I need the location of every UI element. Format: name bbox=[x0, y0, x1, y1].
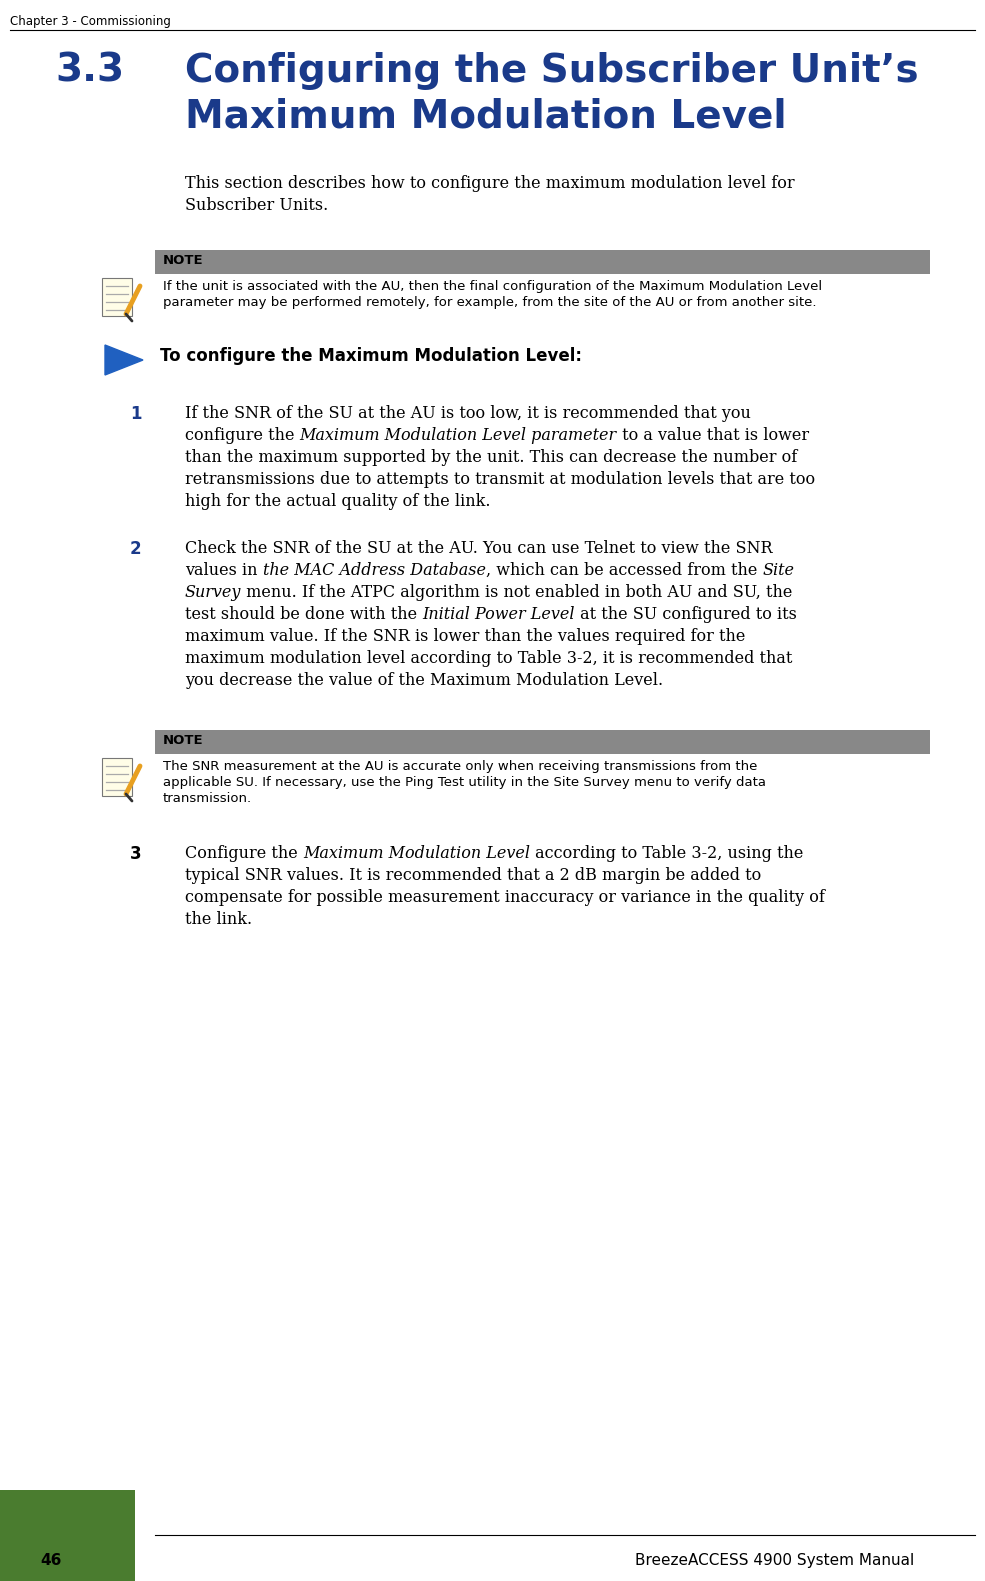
Text: 46: 46 bbox=[40, 1553, 61, 1568]
Bar bbox=[155, 730, 930, 754]
Text: NOTE: NOTE bbox=[163, 255, 204, 267]
Text: the link.: the link. bbox=[185, 911, 252, 928]
Text: transmission.: transmission. bbox=[163, 792, 252, 805]
Text: Site: Site bbox=[762, 561, 794, 579]
Text: according to Table 3-2, using the: according to Table 3-2, using the bbox=[530, 844, 803, 862]
Text: Subscriber Units.: Subscriber Units. bbox=[185, 198, 328, 213]
Text: typical SNR values. It is recommended that a 2 dB margin be added to: typical SNR values. It is recommended th… bbox=[185, 866, 761, 884]
Text: compensate for possible measurement inaccuracy or variance in the quality of: compensate for possible measurement inac… bbox=[185, 889, 824, 906]
Text: configure the: configure the bbox=[185, 427, 299, 444]
Text: parameter may be performed remotely, for example, from the site of the AU or fro: parameter may be performed remotely, for… bbox=[163, 296, 817, 308]
Bar bbox=[155, 250, 930, 274]
Text: at the SU configured to its: at the SU configured to its bbox=[575, 606, 797, 623]
Text: maximum value. If the SNR is lower than the values required for the: maximum value. If the SNR is lower than … bbox=[185, 628, 746, 645]
Text: 2: 2 bbox=[130, 541, 142, 558]
Text: Check the SNR of the SU at the AU. You can use Telnet to view the SNR: Check the SNR of the SU at the AU. You c… bbox=[185, 541, 772, 557]
Bar bbox=[102, 757, 132, 795]
Text: test should be done with the: test should be done with the bbox=[185, 606, 423, 623]
Text: high for the actual quality of the link.: high for the actual quality of the link. bbox=[185, 493, 491, 511]
Text: Maximum Modulation Level: Maximum Modulation Level bbox=[185, 96, 787, 134]
Text: values in: values in bbox=[185, 561, 263, 579]
Text: Maximum Modulation Level: Maximum Modulation Level bbox=[302, 844, 530, 862]
Bar bbox=[0, 1489, 135, 1581]
Polygon shape bbox=[105, 345, 143, 375]
Text: Maximum Modulation Level parameter: Maximum Modulation Level parameter bbox=[299, 427, 617, 444]
Text: to a value that is lower: to a value that is lower bbox=[617, 427, 809, 444]
Text: If the unit is associated with the AU, then the final configuration of the Maxim: If the unit is associated with the AU, t… bbox=[163, 280, 822, 292]
Text: Chapter 3 - Commissioning: Chapter 3 - Commissioning bbox=[10, 14, 170, 28]
Text: The SNR measurement at the AU is accurate only when receiving transmissions from: The SNR measurement at the AU is accurat… bbox=[163, 760, 757, 773]
Text: 3: 3 bbox=[130, 844, 142, 863]
Text: retransmissions due to attempts to transmit at modulation levels that are too: retransmissions due to attempts to trans… bbox=[185, 471, 816, 489]
Text: Configure the: Configure the bbox=[185, 844, 302, 862]
Text: than the maximum supported by the unit. This can decrease the number of: than the maximum supported by the unit. … bbox=[185, 449, 797, 466]
Text: Initial Power Level: Initial Power Level bbox=[423, 606, 575, 623]
Text: 1: 1 bbox=[130, 405, 142, 424]
Text: If the SNR of the SU at the AU is too low, it is recommended that you: If the SNR of the SU at the AU is too lo… bbox=[185, 405, 751, 422]
Text: menu. If the ATPC algorithm is not enabled in both AU and SU, the: menu. If the ATPC algorithm is not enabl… bbox=[241, 583, 793, 601]
Text: the MAC Address Database: the MAC Address Database bbox=[263, 561, 486, 579]
Text: applicable SU. If necessary, use the Ping Test utility in the Site Survey menu t: applicable SU. If necessary, use the Pin… bbox=[163, 776, 766, 789]
Bar bbox=[102, 278, 132, 316]
Text: Survey: Survey bbox=[185, 583, 241, 601]
Text: maximum modulation level according to Table 3-2, it is recommended that: maximum modulation level according to Ta… bbox=[185, 650, 792, 667]
Text: To configure the Maximum Modulation Level:: To configure the Maximum Modulation Leve… bbox=[160, 346, 582, 365]
Text: NOTE: NOTE bbox=[163, 734, 204, 746]
Text: , which can be accessed from the: , which can be accessed from the bbox=[486, 561, 762, 579]
Text: 3.3: 3.3 bbox=[55, 52, 124, 90]
Text: This section describes how to configure the maximum modulation level for: This section describes how to configure … bbox=[185, 175, 795, 191]
Text: you decrease the value of the Maximum Modulation Level.: you decrease the value of the Maximum Mo… bbox=[185, 672, 663, 689]
Text: BreezeACCESS 4900 System Manual: BreezeACCESS 4900 System Manual bbox=[635, 1553, 914, 1568]
Text: Configuring the Subscriber Unit’s: Configuring the Subscriber Unit’s bbox=[185, 52, 919, 90]
